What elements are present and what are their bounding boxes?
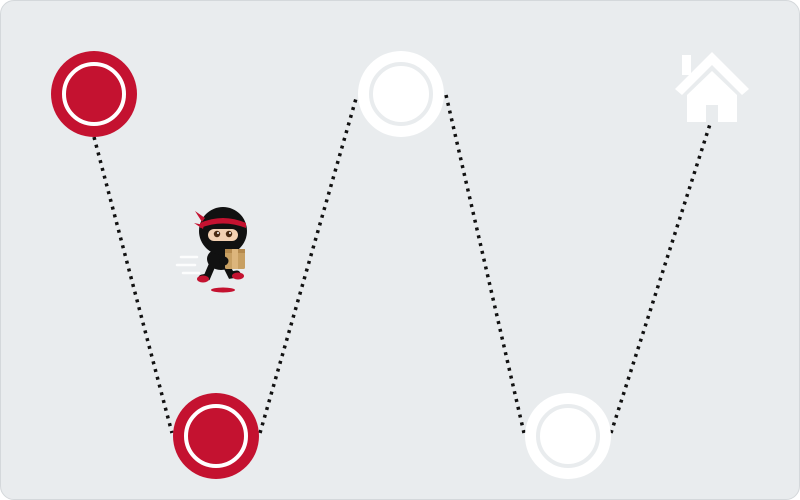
path-segment-3 xyxy=(444,94,526,434)
home-icon[interactable] xyxy=(673,49,751,125)
step-3-pending[interactable] xyxy=(358,51,444,137)
ninja-runner-icon xyxy=(175,207,247,293)
step-2-ring xyxy=(184,404,248,468)
step-3-ring xyxy=(369,62,433,126)
step-4-ring xyxy=(536,404,600,468)
path-segment-1 xyxy=(92,136,174,434)
step-1-ring xyxy=(62,62,126,126)
step-2-completed[interactable] xyxy=(173,393,259,479)
step-1-completed[interactable] xyxy=(51,51,137,137)
path-segment-2 xyxy=(258,94,359,434)
path-segment-4 xyxy=(609,120,713,434)
step-4-pending[interactable] xyxy=(525,393,611,479)
